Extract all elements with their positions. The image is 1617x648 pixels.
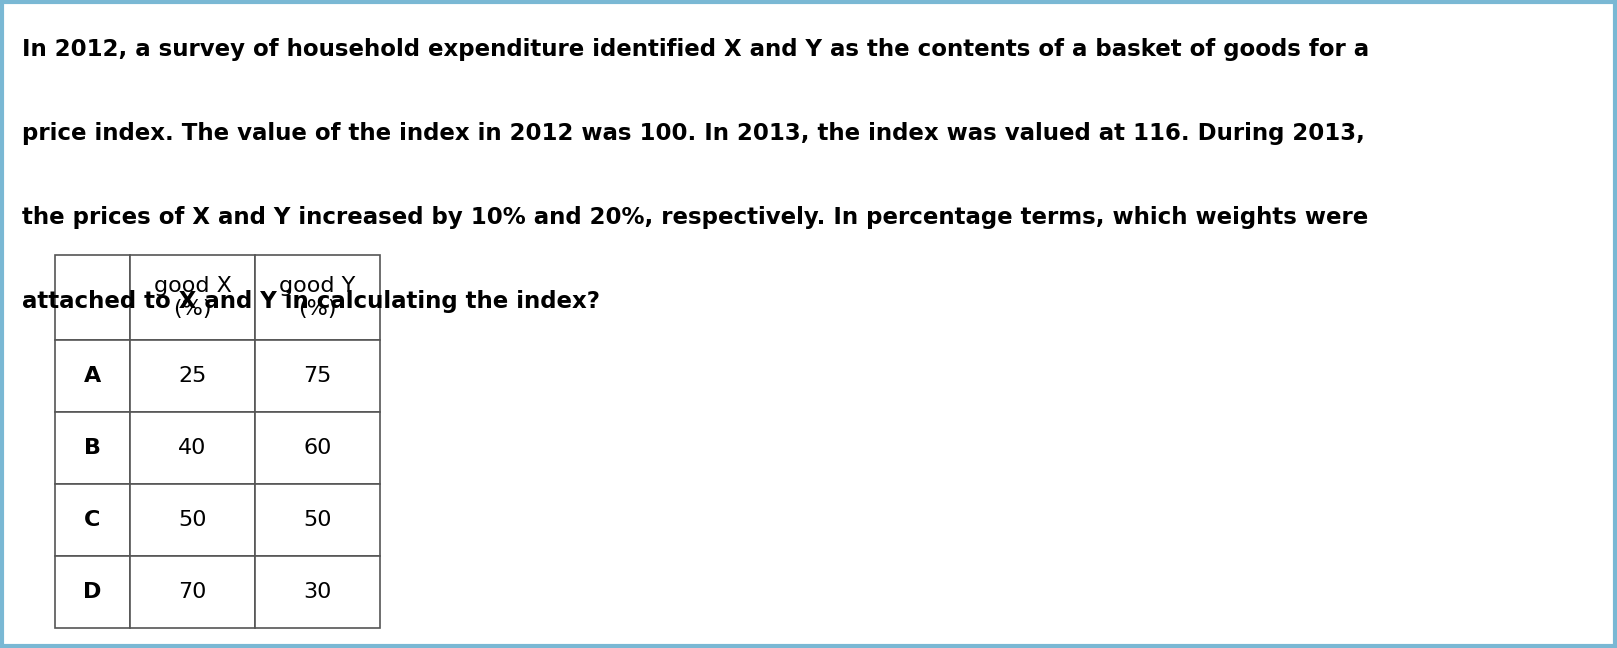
Text: the prices of X and Y increased by 10% and 20%, respectively. In percentage term: the prices of X and Y increased by 10% a… <box>23 206 1368 229</box>
Bar <box>129 255 255 340</box>
Bar <box>255 340 380 412</box>
Bar <box>55 412 129 484</box>
Bar <box>255 255 380 340</box>
Bar <box>55 255 129 340</box>
Text: 25: 25 <box>178 366 207 386</box>
Bar <box>129 484 255 556</box>
Bar <box>255 556 380 628</box>
Text: In 2012, a survey of household expenditure identified X and Y as the contents of: In 2012, a survey of household expenditu… <box>23 38 1370 61</box>
Text: price index. The value of the index in 2012 was 100. In 2013, the index was valu: price index. The value of the index in 2… <box>23 122 1365 145</box>
Bar <box>129 412 255 484</box>
Text: good X
(%): good X (%) <box>154 276 231 319</box>
Bar <box>255 412 380 484</box>
Text: A: A <box>84 366 102 386</box>
Text: 60: 60 <box>304 438 331 458</box>
Text: 70: 70 <box>178 582 207 602</box>
Text: 40: 40 <box>178 438 207 458</box>
Text: 50: 50 <box>178 510 207 530</box>
Bar <box>255 484 380 556</box>
Text: 75: 75 <box>304 366 331 386</box>
Text: 50: 50 <box>304 510 331 530</box>
Bar <box>55 484 129 556</box>
Text: attached to X and Y in calculating the index?: attached to X and Y in calculating the i… <box>23 290 600 313</box>
Text: B: B <box>84 438 100 458</box>
Bar <box>55 340 129 412</box>
Bar <box>129 556 255 628</box>
Text: good Y
(%): good Y (%) <box>280 276 356 319</box>
Bar <box>55 556 129 628</box>
Text: D: D <box>84 582 102 602</box>
Bar <box>129 340 255 412</box>
Text: 30: 30 <box>304 582 331 602</box>
Text: C: C <box>84 510 100 530</box>
